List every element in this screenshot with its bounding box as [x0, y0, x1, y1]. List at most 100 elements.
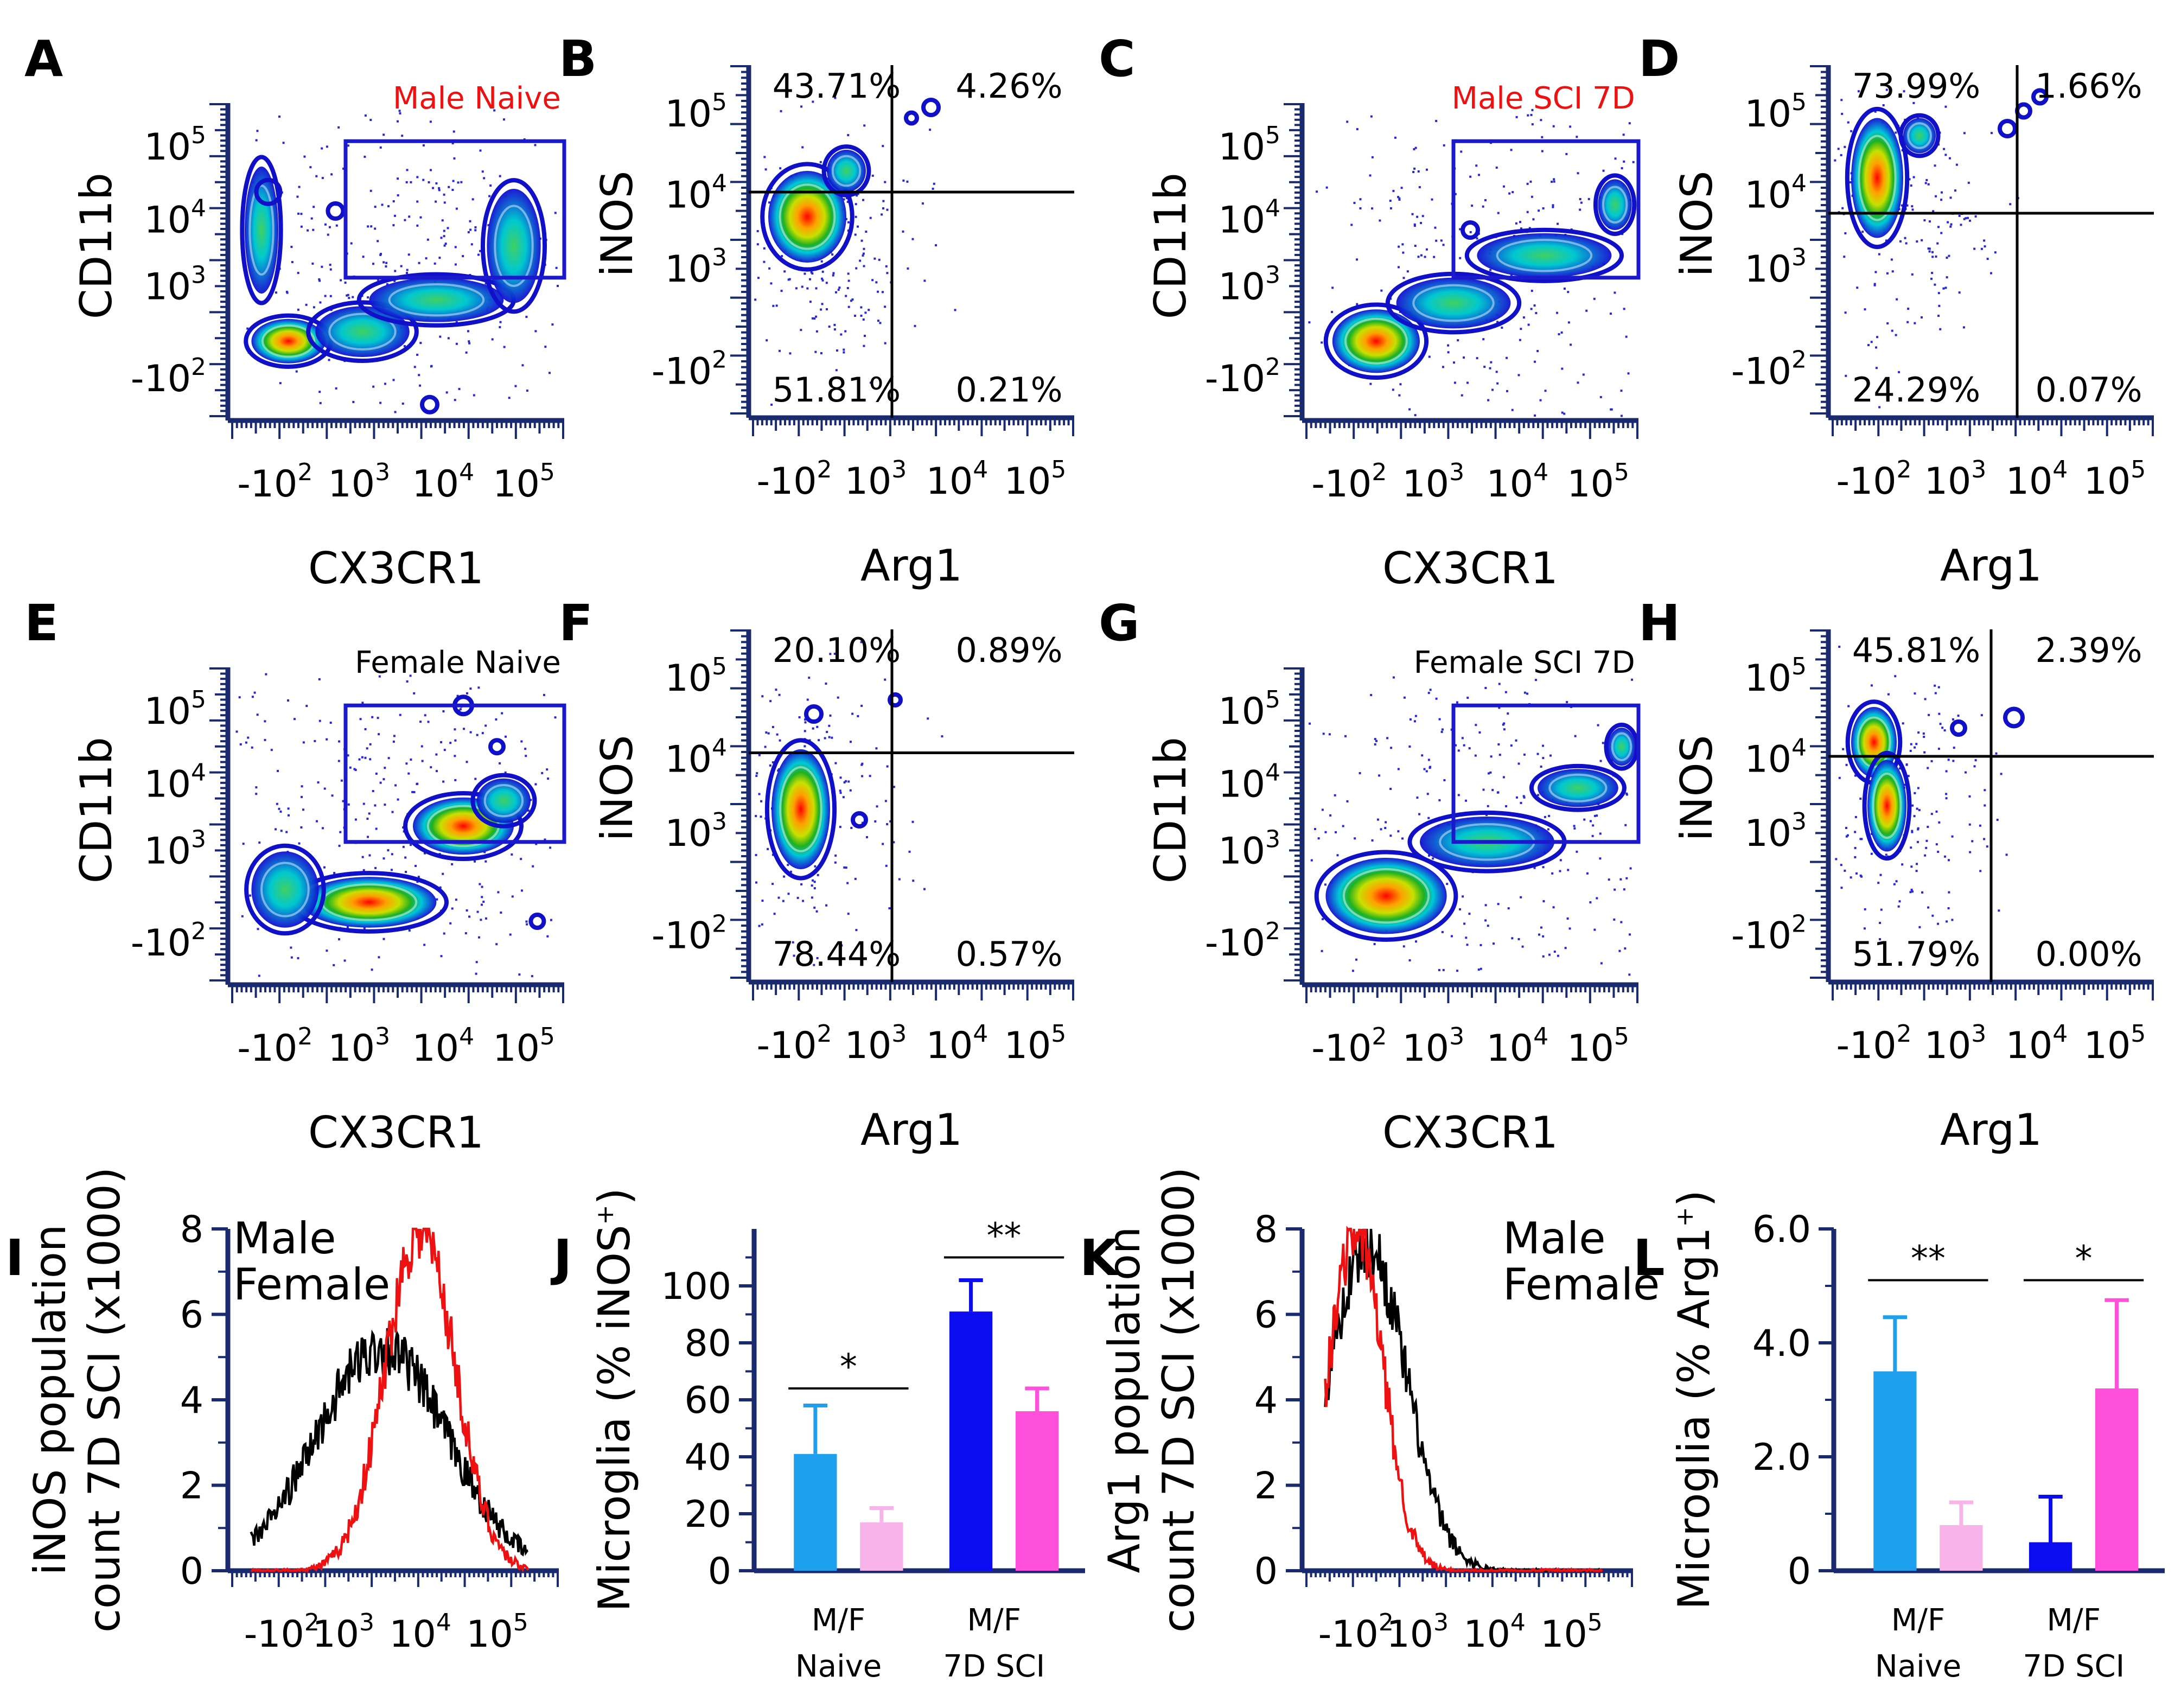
contour-outline — [1464, 227, 1624, 283]
gate-rectangle — [343, 139, 566, 280]
event-dot — [1907, 308, 1910, 310]
event-dot — [1553, 950, 1556, 953]
event-dot — [1622, 133, 1625, 136]
event-dot — [1566, 917, 1569, 920]
event-dot — [329, 722, 332, 724]
event-dot — [1585, 309, 1588, 312]
event-dot — [1577, 172, 1579, 175]
event-dot — [391, 811, 394, 813]
event-dot — [884, 678, 887, 681]
tick-exponent: 2 — [817, 456, 832, 483]
contour-line — [1342, 868, 1430, 924]
event-dot — [1845, 827, 1847, 830]
event-dot — [364, 728, 367, 730]
event-dot — [435, 753, 438, 756]
tick-exponent: 5 — [712, 653, 727, 680]
event-dot — [367, 225, 369, 228]
event-dot — [525, 316, 528, 318]
event-dot — [1503, 728, 1506, 731]
event-dot — [438, 257, 441, 259]
event-dot — [847, 780, 850, 783]
contour-line — [494, 205, 534, 287]
event-dot — [1880, 908, 1883, 911]
event-dot — [1496, 791, 1499, 794]
event-dot — [473, 394, 475, 397]
event-dot — [433, 262, 436, 265]
event-dot — [1879, 922, 1882, 925]
event-dot — [1845, 374, 1847, 377]
event-dot — [337, 760, 340, 762]
event-dot — [877, 320, 879, 322]
contour-ring — [2003, 706, 2025, 729]
event-dot — [862, 318, 865, 321]
event-dot — [457, 181, 460, 184]
x-axis-title: Arg1 — [1940, 540, 2042, 591]
event-dot — [511, 895, 514, 898]
event-dot — [1587, 197, 1590, 200]
event-dot — [886, 208, 889, 211]
event-dot — [1378, 774, 1381, 777]
event-dot — [1380, 828, 1382, 831]
event-dot — [847, 272, 850, 275]
event-dot — [1943, 729, 1946, 732]
event-dot — [793, 954, 795, 957]
event-dot — [795, 287, 798, 290]
event-dot — [1946, 920, 1948, 923]
tick-exponent: 3 — [712, 808, 727, 836]
event-dot — [364, 114, 367, 117]
event-dot — [449, 742, 452, 744]
event-dot — [1487, 925, 1489, 927]
event-dot — [1331, 310, 1334, 313]
event-dot — [1485, 813, 1488, 816]
event-dot — [1967, 216, 1969, 219]
event-dot — [1497, 743, 1500, 746]
event-dot — [1937, 315, 1940, 317]
event-dot — [408, 929, 411, 932]
event-dot — [406, 272, 409, 275]
event-dot — [1397, 196, 1400, 199]
event-dot — [1937, 922, 1940, 925]
event-dot — [801, 146, 804, 149]
event-dot — [1930, 277, 1933, 280]
event-dot — [763, 260, 766, 263]
event-dot — [368, 812, 371, 815]
contour-outline — [480, 178, 547, 314]
event-dot — [1573, 825, 1576, 827]
event-dot — [1560, 331, 1563, 334]
tick-exponent: 5 — [1265, 122, 1280, 149]
event-dot — [1963, 218, 1966, 220]
event-dot — [1908, 178, 1911, 181]
tick-exponent: 2 — [297, 458, 313, 486]
event-dot — [1495, 371, 1498, 373]
tick-exponent: 2 — [712, 346, 727, 374]
event-dot — [1911, 208, 1914, 211]
density-cluster — [1396, 277, 1511, 329]
event-dot — [1427, 759, 1430, 761]
event-dot — [307, 229, 309, 232]
event-dot — [242, 843, 245, 845]
event-dot — [394, 270, 397, 272]
event-dot — [815, 330, 818, 333]
event-dot — [811, 317, 814, 320]
contour-outline — [1845, 106, 1910, 250]
bar — [1940, 1525, 1983, 1571]
tick-base: -10 — [1731, 350, 1791, 393]
event-dot — [1925, 179, 1928, 181]
event-dot — [1413, 148, 1415, 150]
tick-exponent: 3 — [191, 261, 206, 289]
event-dot — [479, 883, 481, 885]
event-dot — [1371, 207, 1374, 210]
event-dot — [1621, 167, 1623, 170]
event-dot — [1624, 947, 1627, 950]
event-dot — [1346, 120, 1349, 123]
tick-exponent: 2 — [817, 1020, 832, 1048]
event-dot — [1476, 237, 1478, 240]
event-dot — [338, 740, 341, 743]
event-dot — [758, 793, 761, 795]
event-dot — [859, 259, 862, 262]
event-dot — [1945, 770, 1948, 773]
event-dot — [1840, 99, 1843, 101]
event-dot — [1556, 311, 1559, 314]
event-dot — [427, 721, 430, 723]
